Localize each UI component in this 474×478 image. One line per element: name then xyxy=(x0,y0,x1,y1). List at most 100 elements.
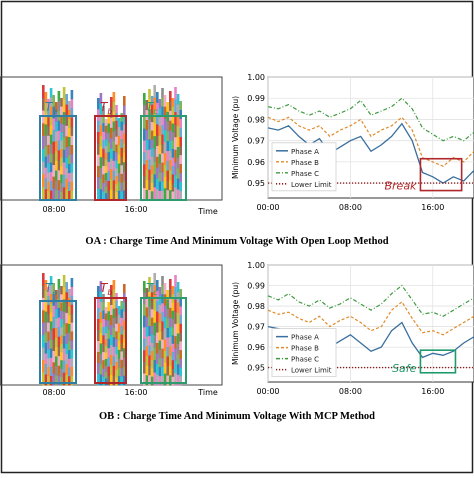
charge-stack-segment xyxy=(148,149,151,160)
charge-stack-segment xyxy=(171,327,175,336)
charge-stack-segment xyxy=(49,97,53,107)
charge-stack-segment xyxy=(120,326,123,335)
charge-stack-segment xyxy=(99,322,103,334)
charge-stack-segment xyxy=(148,375,151,386)
charge-stack-segment xyxy=(171,302,175,312)
charge-stack-segment xyxy=(49,181,53,191)
charge-stack-segment xyxy=(65,104,68,116)
charge-stack-segment xyxy=(179,315,182,325)
charge-stack-segment xyxy=(44,135,48,147)
charge-stack-segment xyxy=(112,299,116,309)
charge-stack-segment xyxy=(62,149,66,163)
charge-stack-segment xyxy=(179,367,182,377)
charge-stack-segment xyxy=(57,150,61,161)
charge-stack-segment xyxy=(102,131,105,141)
charge-stack-segment xyxy=(123,162,126,172)
charge-stack-segment xyxy=(161,348,164,359)
charge-stack-segment xyxy=(120,309,123,319)
charge-stack-segment xyxy=(117,190,121,201)
charge-stack-segment xyxy=(148,355,151,366)
charge-stack-segment xyxy=(49,144,53,154)
charge-stack-segment xyxy=(163,130,167,142)
charge-stack-segment xyxy=(153,136,156,150)
charge-stack-segment xyxy=(148,326,151,337)
charge-stack-segment xyxy=(102,318,105,328)
charge-stack-segment xyxy=(44,353,48,365)
charge-stack-segment xyxy=(57,327,61,338)
charge-stack-segment xyxy=(150,326,154,335)
charge-stack-segment xyxy=(123,171,126,182)
charge-stack-segment xyxy=(68,128,71,138)
charge-stack-segment xyxy=(47,181,50,192)
charge-stack-segment xyxy=(153,297,156,311)
charge-stack-segment xyxy=(153,174,156,188)
charge-stack-segment xyxy=(112,280,116,290)
charge-stack-segment xyxy=(42,174,45,188)
charge-stack-segment xyxy=(68,323,71,333)
charge-stack-segment xyxy=(42,110,45,124)
charge-stack-segment xyxy=(150,191,154,201)
charge-stack-segment xyxy=(60,368,63,378)
charge-stack-segment xyxy=(99,178,103,190)
charge-stack-segment xyxy=(110,325,113,336)
charge-stack-segment xyxy=(143,164,146,177)
charge-stack-segment xyxy=(65,125,68,137)
charge-stack-segment xyxy=(145,317,149,328)
charge-stack-segment xyxy=(120,368,123,377)
charge-stack-segment xyxy=(176,333,180,345)
charge-stack-segment xyxy=(143,140,146,153)
charge-stack-segment xyxy=(110,97,113,108)
charge-stack-segment xyxy=(161,153,164,163)
charge-window-c xyxy=(140,297,187,384)
charge-stack-segment xyxy=(163,294,167,306)
charge-stack-segment xyxy=(44,374,48,386)
charge-stack-segment xyxy=(158,287,162,297)
charge-stack-segment xyxy=(117,181,121,192)
charge-stack-segment xyxy=(161,88,164,98)
charge-stack-segment xyxy=(117,323,121,333)
charge-stack-segment xyxy=(97,120,100,133)
charge-stack-segment xyxy=(44,178,48,190)
charge-stack-segment xyxy=(143,176,146,189)
charge-stack-segment xyxy=(148,306,151,317)
charge-stack-segment xyxy=(99,125,103,137)
charge-stack-segment xyxy=(70,331,74,341)
charge-stack-segment xyxy=(123,105,126,116)
charge-stack-segment xyxy=(57,307,61,318)
charge-stack-segment xyxy=(65,94,68,105)
charge-stack-segment xyxy=(158,144,162,155)
charge-stack-segment xyxy=(49,294,53,304)
charge-stack-segment xyxy=(44,322,48,333)
charge-stack-segment xyxy=(153,110,156,124)
charge-stack-segment xyxy=(117,314,121,324)
charge-stack-segment xyxy=(62,99,66,113)
charge-stack-segment xyxy=(102,106,105,115)
series-line-phase-c xyxy=(267,97,474,142)
charge-stack-segment xyxy=(70,181,74,192)
charge-stack-segment xyxy=(169,160,172,171)
charge-stack-segment xyxy=(158,126,162,137)
charge-stack-segment xyxy=(65,157,68,169)
charge-stack-segment xyxy=(57,288,61,299)
charge-stack-segment xyxy=(65,189,68,201)
charge-stack-segment xyxy=(148,316,151,327)
charge-stack-segment xyxy=(158,108,162,118)
charge-stack-segment xyxy=(62,336,66,349)
charge-stack-segment xyxy=(42,297,45,311)
charge-stack-segment xyxy=(52,362,55,374)
charge-stack-segment xyxy=(112,92,116,103)
charge-stack-segment xyxy=(52,305,55,318)
charge-stack-segment xyxy=(161,312,164,322)
annotation-box xyxy=(419,349,457,374)
charge-stack-segment xyxy=(47,376,50,386)
charge-stack-segment xyxy=(120,173,123,183)
charge-stack-segment xyxy=(150,139,154,149)
charge-stack-segment xyxy=(102,310,105,320)
charge-stack-segment xyxy=(169,100,172,112)
charge-stack-segment xyxy=(42,347,45,361)
y-tick-label: 0.97 xyxy=(247,323,265,332)
charge-stack-segment xyxy=(60,302,63,312)
charge-window-a xyxy=(39,300,77,384)
charge-stack-segment xyxy=(156,311,159,323)
voltage-panel-ob: 0.95 0.96 0.97 0.98 0.99 1.00 00:00 08:00 16:00 M… xyxy=(231,261,474,396)
